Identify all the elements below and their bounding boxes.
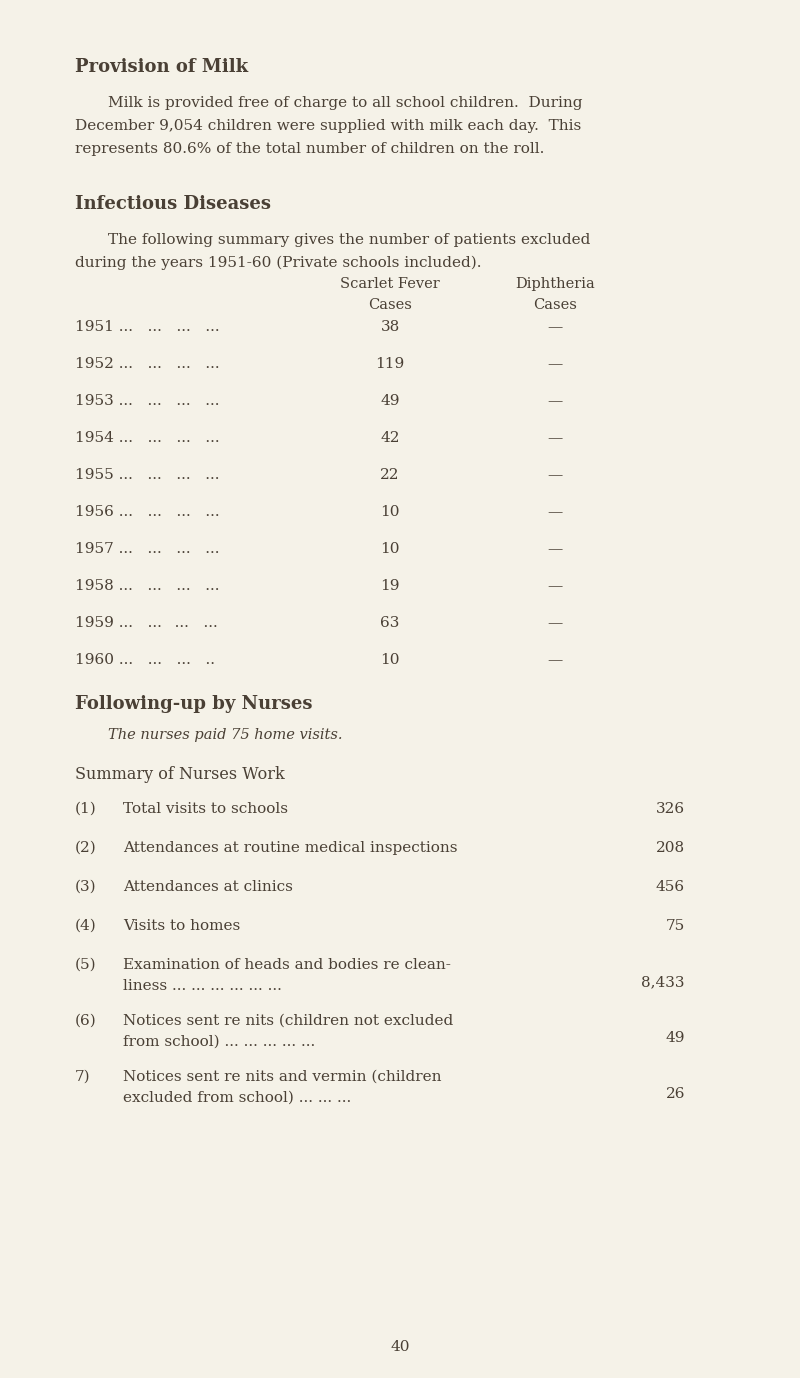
- Text: 1957 ...   ...   ...   ...: 1957 ... ... ... ...: [75, 542, 219, 555]
- Text: during the years 1951-60 (Private schools included).: during the years 1951-60 (Private school…: [75, 256, 482, 270]
- Text: 119: 119: [375, 357, 405, 371]
- Text: 1952 ...   ...   ...   ...: 1952 ... ... ... ...: [75, 357, 220, 371]
- Text: (6): (6): [75, 1014, 97, 1028]
- Text: Notices sent re nits and vermin (children: Notices sent re nits and vermin (childre…: [123, 1069, 442, 1084]
- Text: (3): (3): [75, 881, 97, 894]
- Text: December 9,054 children were supplied with milk each day.  This: December 9,054 children were supplied wi…: [75, 119, 582, 134]
- Text: Following-up by Nurses: Following-up by Nurses: [75, 695, 313, 712]
- Text: 75: 75: [666, 919, 685, 933]
- Text: —: —: [547, 579, 562, 593]
- Text: —: —: [547, 431, 562, 445]
- Text: —: —: [547, 357, 562, 371]
- Text: liness ... ... ... ... ... ...: liness ... ... ... ... ... ...: [123, 978, 282, 994]
- Text: 10: 10: [380, 542, 400, 555]
- Text: Cases: Cases: [368, 298, 412, 311]
- Text: 42: 42: [380, 431, 400, 445]
- Text: 49: 49: [666, 1031, 685, 1045]
- Text: 49: 49: [380, 394, 400, 408]
- Text: 22: 22: [380, 469, 400, 482]
- Text: Diphtheria: Diphtheria: [515, 277, 595, 291]
- Text: 1954 ...   ...   ...   ...: 1954 ... ... ... ...: [75, 431, 220, 445]
- Text: —: —: [547, 653, 562, 667]
- Text: —: —: [547, 542, 562, 555]
- Text: —: —: [547, 616, 562, 630]
- Text: The nurses paid 75 home visits.: The nurses paid 75 home visits.: [108, 728, 342, 741]
- Text: 1953 ...   ...   ...   ...: 1953 ... ... ... ...: [75, 394, 219, 408]
- Text: Attendances at routine medical inspections: Attendances at routine medical inspectio…: [123, 841, 458, 854]
- Text: —: —: [547, 394, 562, 408]
- Text: 8,433: 8,433: [642, 976, 685, 989]
- Text: 19: 19: [380, 579, 400, 593]
- Text: Cases: Cases: [533, 298, 577, 311]
- Text: —: —: [547, 469, 562, 482]
- Text: 1960 ...   ...   ...   ..: 1960 ... ... ... ..: [75, 653, 215, 667]
- Text: Notices sent re nits (children not excluded: Notices sent re nits (children not exclu…: [123, 1014, 454, 1028]
- Text: Infectious Diseases: Infectious Diseases: [75, 196, 271, 214]
- Text: 10: 10: [380, 653, 400, 667]
- Text: —: —: [547, 504, 562, 520]
- Text: 1956 ...   ...   ...   ...: 1956 ... ... ... ...: [75, 504, 220, 520]
- Text: 456: 456: [656, 881, 685, 894]
- Text: (1): (1): [75, 802, 97, 816]
- Text: —: —: [547, 320, 562, 333]
- Text: 10: 10: [380, 504, 400, 520]
- Text: (5): (5): [75, 958, 97, 971]
- Text: Total visits to schools: Total visits to schools: [123, 802, 288, 816]
- Text: (4): (4): [75, 919, 97, 933]
- Text: 7): 7): [75, 1069, 90, 1084]
- Text: 38: 38: [380, 320, 400, 333]
- Text: Attendances at clinics: Attendances at clinics: [123, 881, 293, 894]
- Text: from school) ... ... ... ... ...: from school) ... ... ... ... ...: [123, 1035, 315, 1049]
- Text: 208: 208: [656, 841, 685, 854]
- Text: 1955 ...   ...   ...   ...: 1955 ... ... ... ...: [75, 469, 219, 482]
- Text: Visits to homes: Visits to homes: [123, 919, 240, 933]
- Text: 326: 326: [656, 802, 685, 816]
- Text: represents 80.6% of the total number of children on the roll.: represents 80.6% of the total number of …: [75, 142, 544, 156]
- Text: Summary of Nurses Work: Summary of Nurses Work: [75, 766, 285, 783]
- Text: (2): (2): [75, 841, 97, 854]
- Text: Examination of heads and bodies re clean-: Examination of heads and bodies re clean…: [123, 958, 451, 971]
- Text: The following summary gives the number of patients excluded: The following summary gives the number o…: [108, 233, 590, 247]
- Text: 1958 ...   ...   ...   ...: 1958 ... ... ... ...: [75, 579, 219, 593]
- Text: 40: 40: [390, 1339, 410, 1355]
- Text: 26: 26: [666, 1087, 685, 1101]
- Text: Provision of Milk: Provision of Milk: [75, 58, 248, 76]
- Text: Scarlet Fever: Scarlet Fever: [340, 277, 440, 291]
- Text: 1959 ...   ...   ...   ...: 1959 ... ... ... ...: [75, 616, 218, 630]
- Text: Milk is provided free of charge to all school children.  During: Milk is provided free of charge to all s…: [108, 96, 582, 110]
- Text: 63: 63: [380, 616, 400, 630]
- Text: excluded from school) ... ... ...: excluded from school) ... ... ...: [123, 1091, 351, 1105]
- Text: 1951 ...   ...   ...   ...: 1951 ... ... ... ...: [75, 320, 220, 333]
